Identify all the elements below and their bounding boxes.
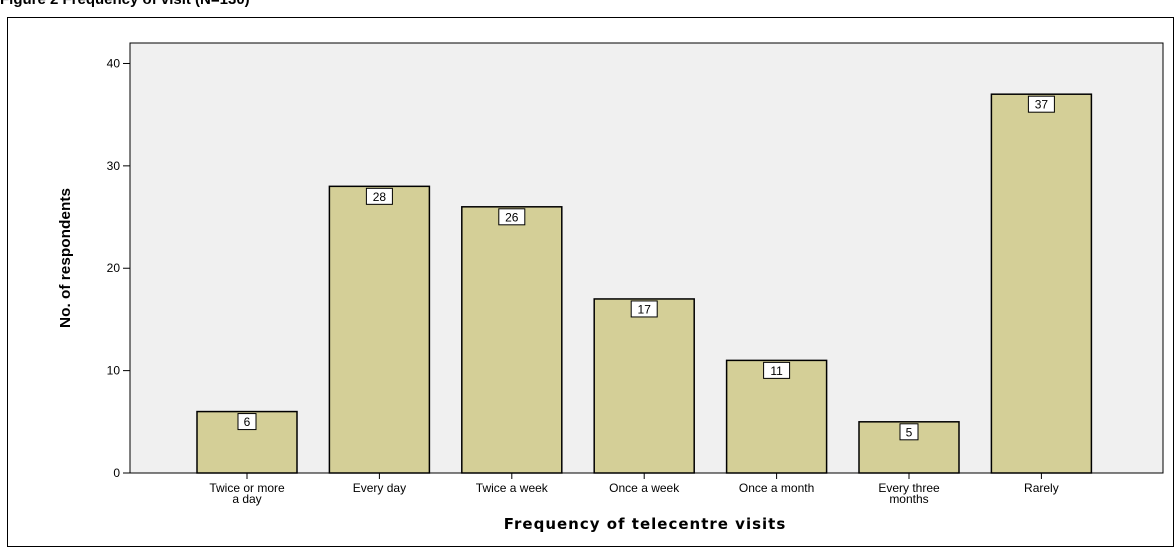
bar bbox=[328, 185, 431, 474]
y-tick-label: 20 bbox=[107, 261, 121, 275]
x-axis: Twice or more a day Every day Twice a week O… bbox=[209, 473, 1059, 506]
bar bbox=[725, 359, 828, 474]
x-category-label: Twice a week bbox=[476, 481, 549, 495]
bar bbox=[990, 93, 1093, 474]
data-label: 6 bbox=[244, 415, 251, 429]
data-label: 37 bbox=[1035, 98, 1049, 112]
y-axis: 0 10 20 30 40 bbox=[107, 56, 130, 480]
data-labels: 6 28 26 17 11 5 37 bbox=[237, 95, 1055, 441]
data-label-box bbox=[365, 187, 393, 205]
data-label: 5 bbox=[906, 425, 913, 439]
data-label: 26 bbox=[505, 210, 519, 224]
x-category-label: Every three months bbox=[878, 481, 940, 506]
bars bbox=[196, 93, 1093, 474]
data-label-box bbox=[763, 361, 791, 379]
y-tick-label: 40 bbox=[107, 56, 121, 70]
x-category-label: Twice or more a day bbox=[209, 481, 285, 506]
data-label-box bbox=[237, 413, 257, 431]
y-tick-label: 30 bbox=[107, 159, 121, 173]
data-label-box bbox=[498, 208, 526, 226]
bar bbox=[461, 206, 563, 474]
data-label-box bbox=[1027, 95, 1055, 113]
bar bbox=[196, 410, 298, 474]
figure-caption: Figure 2 Frequency of visit (N=130) bbox=[0, 0, 250, 8]
x-category-label: Rarely bbox=[1024, 481, 1059, 495]
data-label: 17 bbox=[638, 302, 652, 316]
x-category-label: Once a month bbox=[739, 481, 814, 495]
bar bbox=[593, 298, 695, 474]
data-label-box bbox=[630, 300, 658, 318]
data-label: 28 bbox=[373, 190, 387, 204]
y-axis-title: No. of respondents bbox=[57, 188, 74, 328]
x-category-label: Once a week bbox=[609, 481, 680, 495]
x-category-label: Every day bbox=[353, 481, 406, 495]
x-axis-title: Frequency of telecentre visits bbox=[504, 515, 787, 533]
data-label: 11 bbox=[770, 364, 783, 378]
y-tick-label: 0 bbox=[113, 466, 120, 480]
y-tick-label: 10 bbox=[107, 364, 121, 378]
data-label-box bbox=[899, 423, 919, 441]
